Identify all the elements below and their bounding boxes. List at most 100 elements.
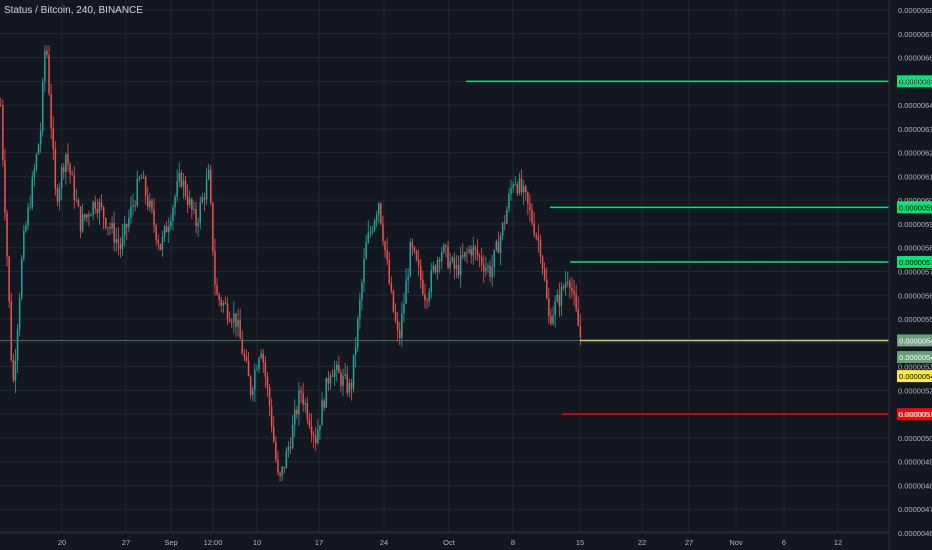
candle[interactable] <box>161 230 164 257</box>
candle[interactable] <box>237 309 239 337</box>
candle[interactable] <box>445 244 447 258</box>
candle[interactable] <box>312 431 315 449</box>
candle[interactable] <box>39 122 42 153</box>
candle[interactable] <box>210 165 212 206</box>
candle[interactable] <box>533 211 535 238</box>
candle[interactable] <box>159 243 162 251</box>
candle[interactable] <box>168 217 170 244</box>
candle[interactable] <box>151 198 153 215</box>
candle[interactable] <box>487 262 489 274</box>
candle[interactable] <box>249 374 252 400</box>
candle[interactable] <box>233 301 235 334</box>
candle[interactable] <box>369 225 372 238</box>
candle[interactable] <box>258 356 260 374</box>
candle[interactable] <box>453 252 456 280</box>
candle[interactable] <box>315 427 317 452</box>
candle[interactable] <box>281 465 283 481</box>
candle[interactable] <box>94 195 97 215</box>
candle[interactable] <box>480 247 483 272</box>
candle[interactable] <box>126 223 128 241</box>
candle[interactable] <box>46 45 48 59</box>
candle[interactable] <box>132 193 134 216</box>
candle[interactable] <box>535 232 538 241</box>
candle[interactable] <box>54 141 57 196</box>
candle[interactable] <box>252 386 254 402</box>
candle[interactable] <box>291 415 294 450</box>
candle[interactable] <box>390 276 393 294</box>
candle[interactable] <box>329 372 332 390</box>
candle[interactable] <box>407 268 409 294</box>
candle[interactable] <box>98 198 101 225</box>
candle[interactable] <box>529 194 531 222</box>
candle[interactable] <box>203 192 206 212</box>
candle[interactable] <box>239 308 241 339</box>
candle[interactable] <box>73 166 76 209</box>
candle[interactable] <box>67 143 69 172</box>
candle[interactable] <box>86 213 88 223</box>
candle[interactable] <box>60 163 63 201</box>
candle[interactable] <box>48 45 50 96</box>
candle[interactable] <box>327 370 330 392</box>
candle[interactable] <box>92 200 94 221</box>
candle[interactable] <box>319 425 321 440</box>
candle[interactable] <box>310 413 313 443</box>
candle[interactable] <box>363 248 365 293</box>
candle[interactable] <box>531 203 533 227</box>
candle[interactable] <box>195 201 197 234</box>
candle[interactable] <box>508 187 510 213</box>
candle[interactable] <box>386 237 388 266</box>
candle[interactable] <box>25 221 27 233</box>
candle[interactable] <box>495 239 498 252</box>
candle[interactable] <box>235 313 237 338</box>
candle[interactable] <box>489 259 491 283</box>
time-axis[interactable]: 20 27 Sep 12:00 10 17 24 Oct 8 15 22 27 Nov 6 12 <box>0 531 889 547</box>
candle[interactable] <box>485 257 487 277</box>
candle[interactable] <box>336 360 338 382</box>
candle[interactable] <box>14 348 17 394</box>
candle[interactable] <box>107 226 109 236</box>
candle[interactable] <box>512 181 514 194</box>
candle[interactable] <box>121 223 124 256</box>
candle[interactable] <box>459 246 462 288</box>
candle[interactable] <box>0 97 2 107</box>
candle[interactable] <box>27 202 29 231</box>
candle[interactable] <box>325 377 328 408</box>
candle[interactable] <box>264 355 267 388</box>
candle[interactable] <box>342 368 344 397</box>
candle[interactable] <box>474 244 477 261</box>
candle[interactable] <box>6 209 8 267</box>
candle[interactable] <box>170 214 172 231</box>
candle[interactable] <box>430 262 433 299</box>
candle[interactable] <box>352 354 355 393</box>
candle[interactable] <box>546 267 548 300</box>
candle[interactable] <box>18 292 21 337</box>
candle[interactable] <box>298 381 300 426</box>
candle[interactable] <box>306 397 309 425</box>
candle[interactable] <box>417 249 420 277</box>
candle[interactable] <box>573 280 575 306</box>
candle[interactable] <box>516 181 519 197</box>
candle[interactable] <box>346 365 349 397</box>
candle[interactable] <box>134 200 136 212</box>
candle[interactable] <box>548 287 550 324</box>
candle[interactable] <box>71 170 73 176</box>
candle[interactable] <box>338 355 340 374</box>
candle[interactable] <box>172 204 174 231</box>
candle[interactable] <box>193 201 195 215</box>
candle[interactable] <box>207 163 210 181</box>
candle[interactable] <box>113 211 115 252</box>
candle[interactable] <box>212 201 214 256</box>
candle[interactable] <box>539 234 542 264</box>
candle[interactable] <box>375 210 378 227</box>
candle[interactable] <box>138 175 141 182</box>
candle[interactable] <box>262 349 265 373</box>
candle[interactable] <box>224 296 227 305</box>
candle[interactable] <box>384 240 386 258</box>
candle[interactable] <box>380 202 382 226</box>
candle[interactable] <box>331 369 334 378</box>
candle[interactable] <box>367 220 370 245</box>
candle[interactable] <box>289 436 292 454</box>
candle[interactable] <box>350 378 353 401</box>
candles[interactable] <box>0 45 582 482</box>
